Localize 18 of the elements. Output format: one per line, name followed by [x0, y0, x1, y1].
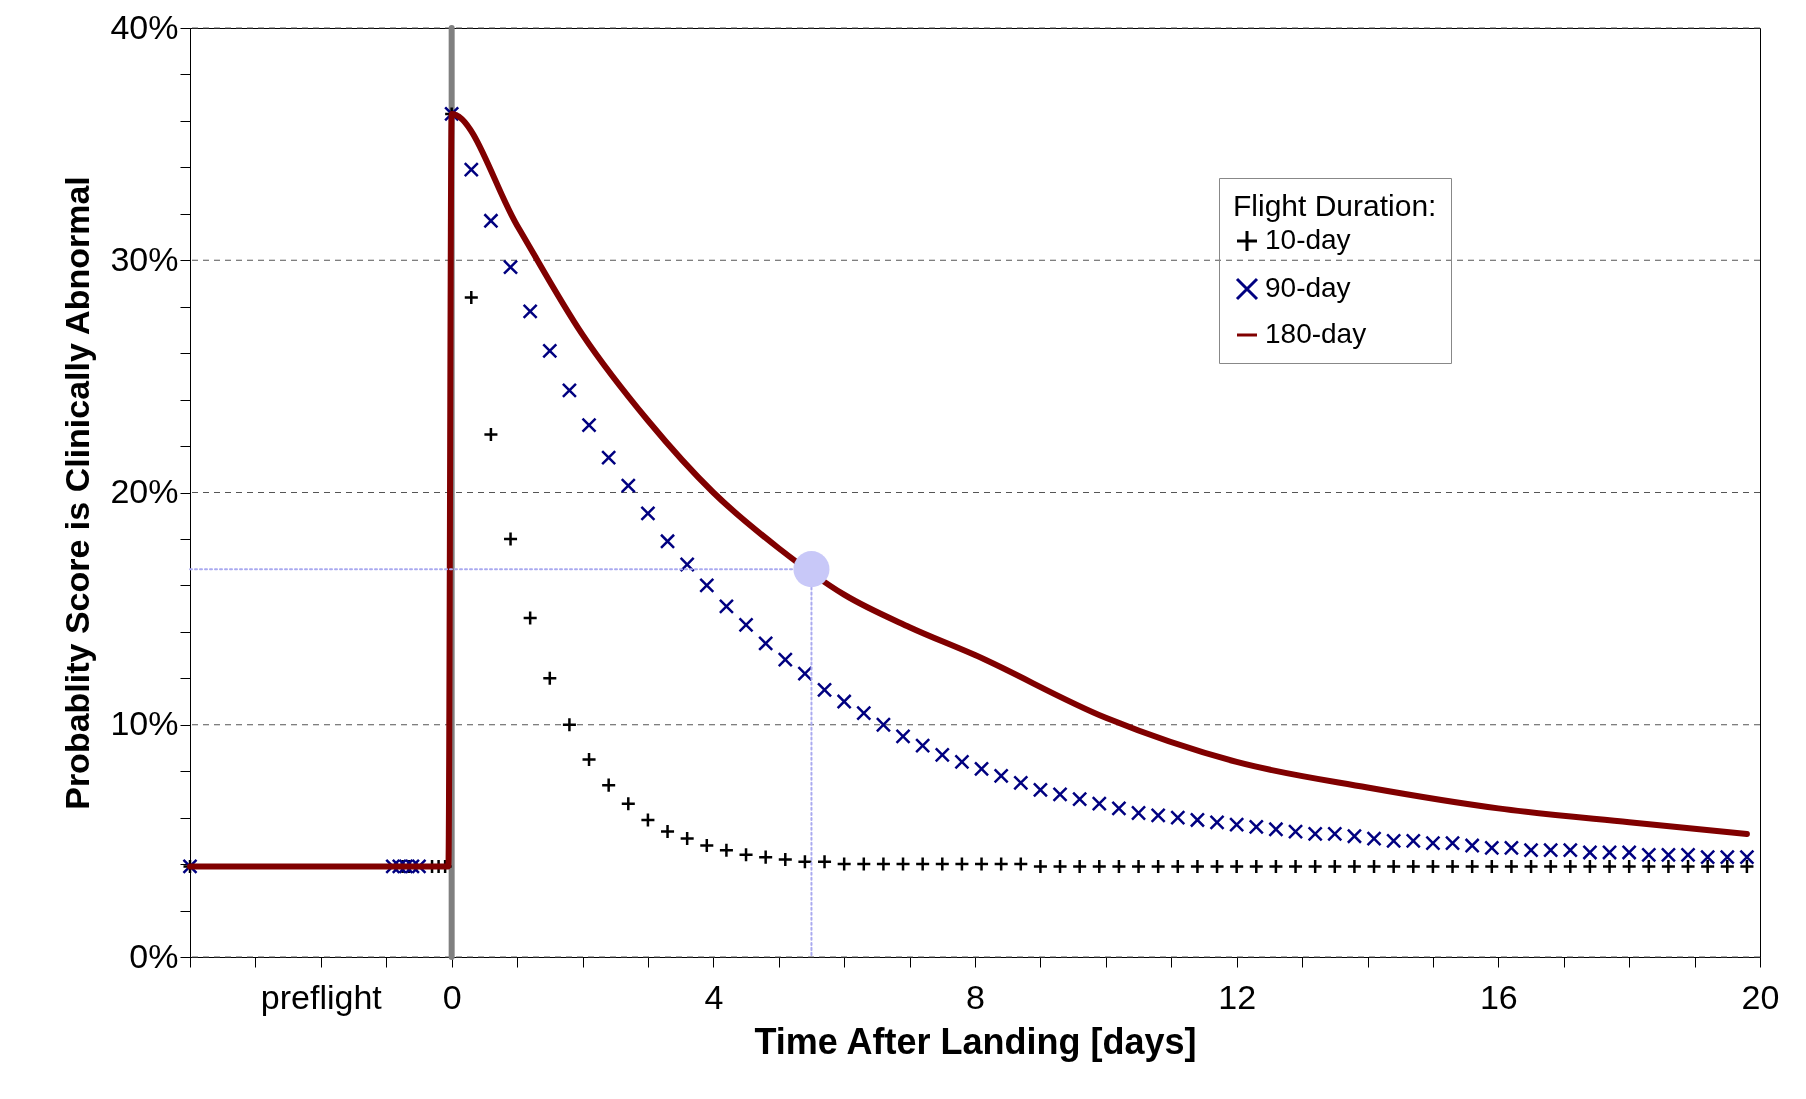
- x-tick-label: preflight: [260, 977, 383, 1016]
- x-tick-label: 4: [704, 977, 724, 1016]
- y-tick-label: 40%: [110, 7, 179, 46]
- y-tick-label: 10%: [110, 704, 179, 743]
- x-tick-label: 12: [1218, 977, 1257, 1016]
- legend-title: Flight Duration:: [1233, 189, 1437, 222]
- x-tick-label: 8: [966, 977, 985, 1016]
- y-tick-label: 20%: [110, 472, 179, 510]
- y-tick-label: 30%: [110, 239, 179, 278]
- legend-label: 90-day: [1265, 272, 1351, 303]
- x-axis-title: Time After Landing [days]: [754, 1020, 1197, 1062]
- y-axis-title: Probablity Score is Clinically Abnormal: [58, 176, 97, 810]
- y-tick-label: 0%: [129, 936, 179, 975]
- legend-label: 10-day: [1265, 224, 1351, 255]
- legend-label: 180-day: [1265, 318, 1367, 349]
- x-tick-label: 16: [1479, 977, 1518, 1016]
- x-tick-label: 0: [442, 977, 462, 1016]
- x-tick-label: 20: [1741, 977, 1780, 1016]
